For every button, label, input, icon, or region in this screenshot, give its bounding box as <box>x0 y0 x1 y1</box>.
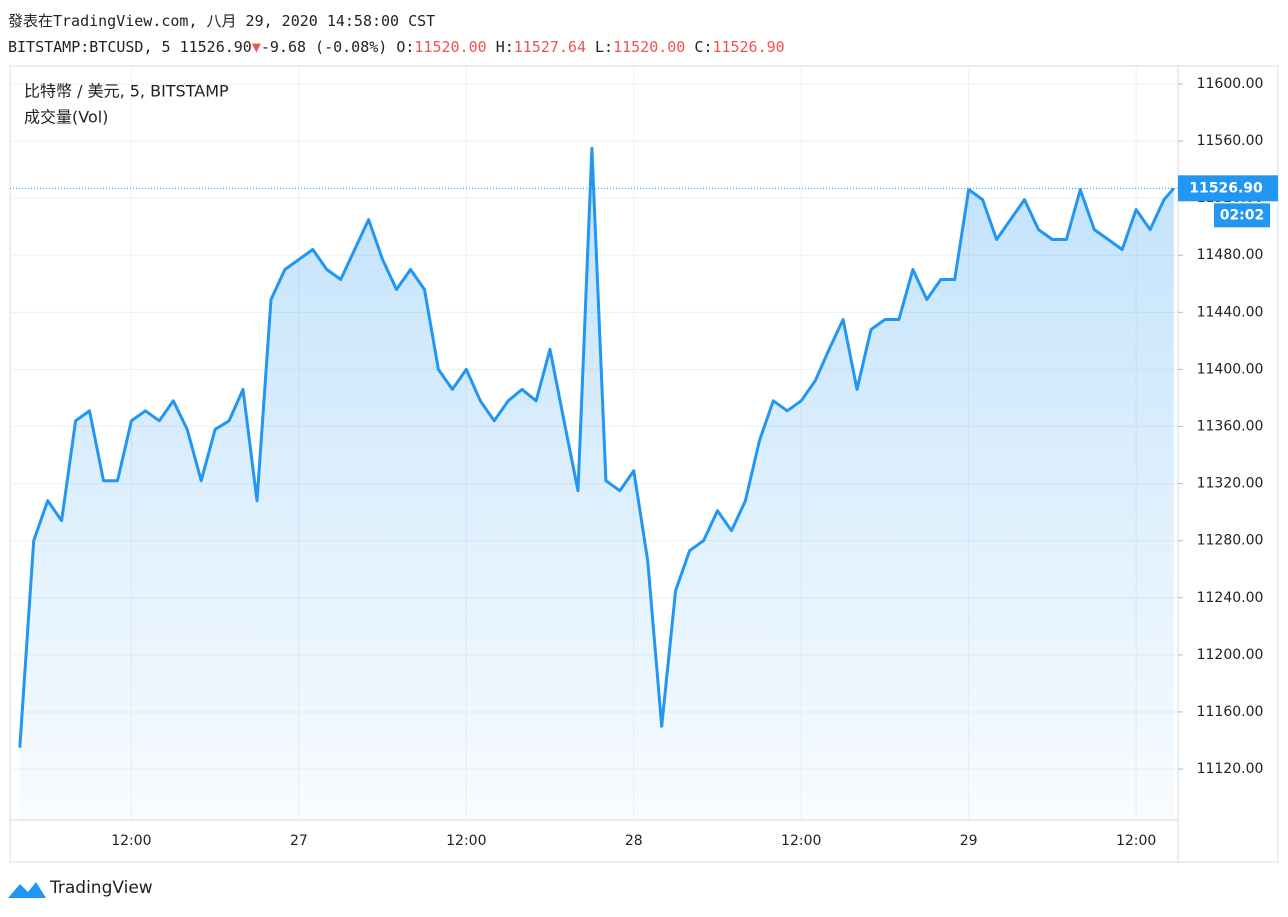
h-label: H: <box>495 38 514 56</box>
x-tick-label: 28 <box>625 833 643 849</box>
quote-line: BITSTAMP:BTCUSD, 5 11526.90▼-9.68 (-0.08… <box>8 34 785 60</box>
y-tick-label: 11120.00 <box>1197 761 1264 777</box>
legend-symbol: 比特幣 / 美元, 5, BITSTAMP <box>24 82 229 101</box>
y-tick-label: 11160.00 <box>1197 704 1264 720</box>
c-label: C: <box>694 38 713 56</box>
brand: TradingView <box>50 878 153 898</box>
y-tick-label: 11400.00 <box>1197 361 1264 377</box>
y-tick-label: 11240.00 <box>1197 590 1264 606</box>
countdown: 02:02 <box>1220 207 1265 223</box>
y-tick-label: 11600.00 <box>1197 76 1264 92</box>
arrow: ▼ <box>251 38 261 56</box>
logo <box>8 882 46 898</box>
high: 11527.64 <box>513 38 586 56</box>
y-tick-label: 11480.00 <box>1197 247 1264 263</box>
last-price-label: 11526.90 <box>1189 180 1263 196</box>
y-tick-label: 11280.00 <box>1197 533 1264 549</box>
y-tick-label: 11440.00 <box>1197 304 1264 320</box>
chart-frame <box>9 65 1279 863</box>
y-tick-label: 11200.00 <box>1197 647 1264 663</box>
low: 11520.00 <box>613 38 686 56</box>
x-tick-label: 12:00 <box>111 833 151 849</box>
o-label: O: <box>396 38 415 56</box>
x-tick-label: 12:00 <box>781 833 821 849</box>
countdown-box <box>1214 203 1270 228</box>
legend-volume: 成交量(Vol) <box>24 108 108 127</box>
y-tick-label: 11560.00 <box>1197 133 1264 149</box>
change: -9.68 (-0.08%) <box>260 38 388 56</box>
open: 11520.00 <box>414 38 487 56</box>
area-fill <box>19 148 1174 820</box>
x-tick-label: 27 <box>290 833 308 849</box>
x-tick-label: 29 <box>960 833 978 849</box>
close: 11526.90 <box>712 38 785 56</box>
l-label: L: <box>595 38 614 56</box>
published: 發表在TradingView.com, 八月 29, 2020 14:58:00… <box>8 12 436 30</box>
y-tick-label: 11360.00 <box>1197 419 1264 435</box>
x-tick-label: 12:00 <box>446 833 486 849</box>
last-price-box <box>1178 175 1278 202</box>
y-tick-label: 11320.00 <box>1197 476 1264 492</box>
price: 11526.90 <box>179 38 252 56</box>
header: 發表在TradingView.com, 八月 29, 2020 14:58:00… <box>8 8 785 60</box>
symbol: BITSTAMP:BTCUSD, 5 <box>8 38 171 56</box>
price-line <box>18 146 1175 748</box>
x-tick-label: 12:00 <box>1116 833 1156 849</box>
